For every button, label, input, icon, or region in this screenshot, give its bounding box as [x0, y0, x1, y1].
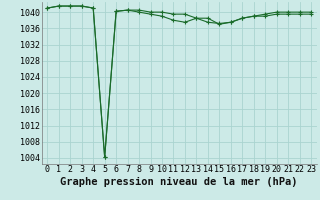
X-axis label: Graphe pression niveau de la mer (hPa): Graphe pression niveau de la mer (hPa): [60, 177, 298, 187]
